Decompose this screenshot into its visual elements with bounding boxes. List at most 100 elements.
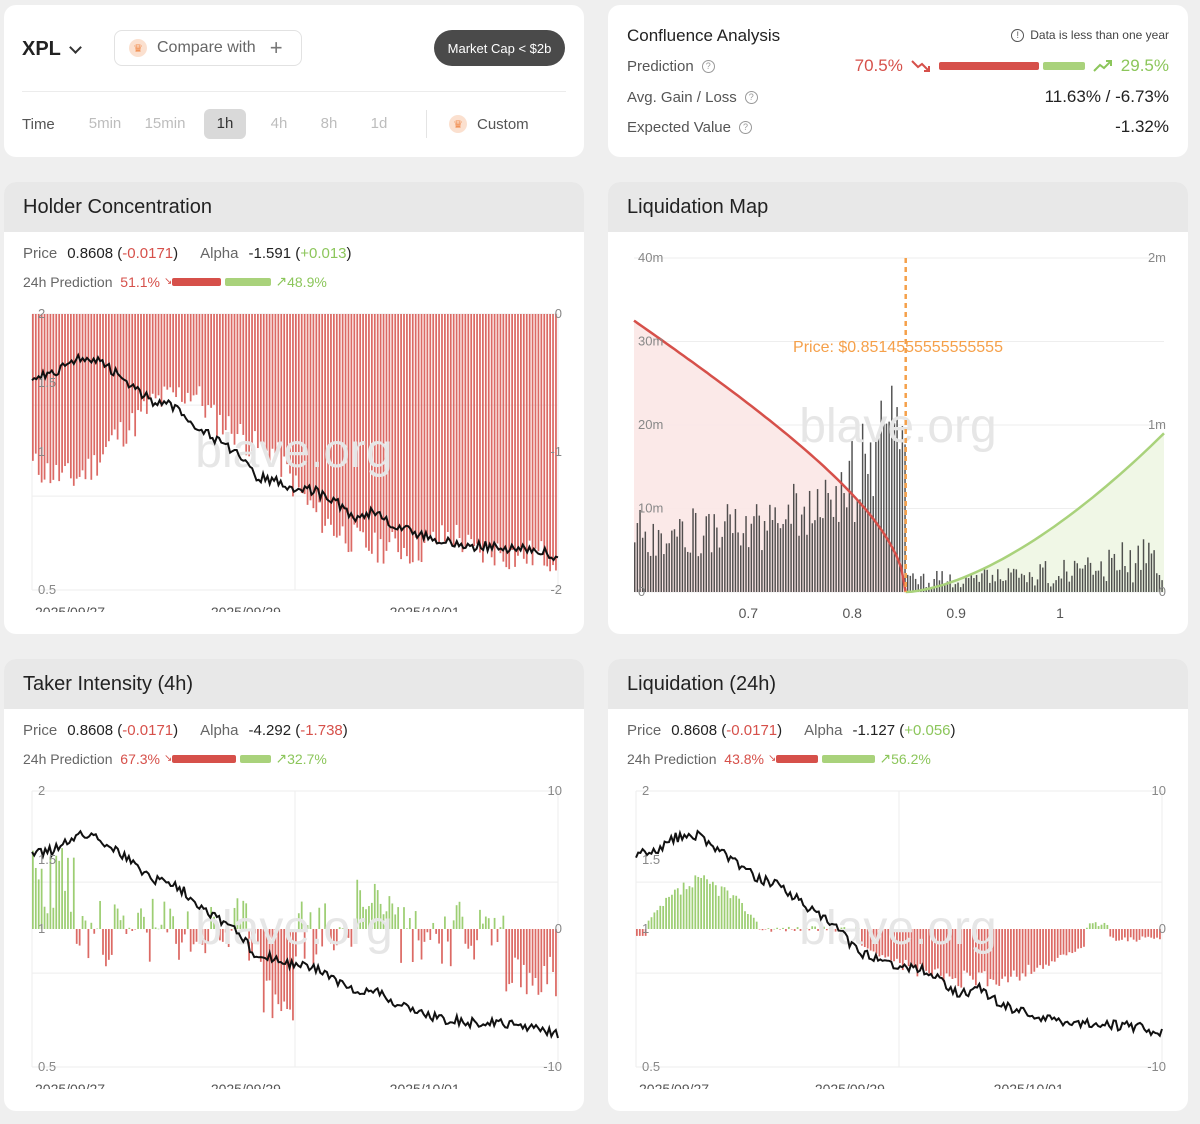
data-bar (1080, 929, 1082, 949)
data-bar (376, 314, 379, 563)
data-bar (251, 314, 253, 452)
data-bar (482, 314, 484, 563)
confluence-title: Confluence Analysis (627, 26, 781, 45)
y-axis-right-tick: 0 (555, 921, 562, 936)
data-bar (653, 912, 656, 929)
help-icon[interactable]: ? (744, 90, 758, 104)
data-bar (995, 929, 998, 985)
data-bar (403, 907, 405, 929)
data-bar (321, 314, 324, 533)
holder-concentration-chart: blave.org 2 1.5 1 0.5 0 -1 -2 2025/09/27 2025/09/… (31, 306, 562, 612)
divider (22, 91, 566, 92)
prediction-label: Prediction (627, 57, 694, 75)
data-bar (280, 929, 283, 1012)
liquidation-bar (761, 550, 763, 592)
data-bar (204, 314, 207, 418)
taker-intensity-title: Taker Intensity (4h) (4, 659, 584, 709)
liquidation-bar (1005, 580, 1007, 592)
data-bar (1132, 929, 1135, 940)
price-label: Price (23, 722, 58, 739)
data-bar (919, 929, 922, 965)
liquidation-bar (1129, 550, 1132, 592)
data-bar (163, 901, 166, 929)
data-bar (330, 929, 332, 944)
data-bar (347, 314, 350, 553)
data-bar (881, 929, 884, 956)
timeframe-4h[interactable]: 4h (270, 115, 288, 132)
liquidation-bar (1097, 570, 1100, 592)
liquidation-bar (687, 551, 689, 592)
timeframe-8h[interactable]: 8h (320, 115, 338, 132)
data-bar (189, 314, 192, 402)
liquidation-bar (1031, 576, 1033, 592)
liquidation-bar (1121, 542, 1124, 592)
data-bar (113, 904, 116, 929)
alpha-label: Alpha (804, 722, 843, 739)
data-bar (441, 929, 443, 964)
taker-intensity-chart: blave.org 2 1.5 1 0.5 10 0 -10 2025/09/27 2025/09… (31, 783, 562, 1089)
data-bar (1027, 929, 1030, 965)
help-icon[interactable]: ? (738, 120, 752, 134)
avg-gain-loss-label: Avg. Gain / Loss (627, 88, 737, 106)
data-bar (318, 907, 321, 929)
alpha-change: -1.738 (300, 722, 343, 739)
data-bar (647, 920, 650, 929)
data-bar (1141, 929, 1144, 937)
timeframe-1d[interactable]: 1d (370, 115, 388, 132)
data-bar (787, 926, 790, 929)
data-bar (245, 903, 248, 929)
data-bar (239, 314, 242, 424)
symbol-selector[interactable]: XPL (22, 38, 82, 61)
market-cap-filter-button[interactable]: Market Cap < $2b (434, 30, 565, 66)
liquidation-bar (816, 489, 819, 592)
timeframe-1h[interactable]: 1h (204, 109, 246, 139)
data-bar (499, 314, 502, 554)
liquidation-bar (721, 536, 723, 592)
data-bar (814, 926, 817, 929)
help-icon[interactable]: ? (701, 59, 715, 73)
data-bar (49, 856, 52, 929)
liquidation-bar (830, 499, 832, 592)
liquidation-bar (867, 473, 869, 592)
trend-up-icon (1093, 60, 1112, 72)
compare-with-button[interactable]: ♛ Compare with + (114, 30, 302, 66)
y-axis-left-tick: 1.5 (642, 852, 660, 867)
custom-timeframe-button[interactable]: ♛ Custom (449, 115, 529, 133)
data-bar (78, 929, 81, 946)
data-bar (172, 916, 175, 929)
data-bar (476, 929, 478, 941)
x-axis-tick: 2025/09/29 (815, 1081, 885, 1089)
liquidation-bar (1132, 582, 1134, 592)
timeframe-5min[interactable]: 5min (88, 115, 122, 132)
liquidation-bar (689, 552, 692, 592)
liquidation-bar (753, 516, 755, 592)
watermark: blave.org (195, 902, 392, 955)
data-bar (852, 929, 854, 932)
liquidation-bar (967, 578, 970, 592)
data-bar (546, 314, 549, 567)
data-bar (520, 929, 522, 988)
data-bar (429, 314, 432, 537)
data-bar (265, 929, 268, 981)
data-bar (1062, 929, 1065, 955)
data-bar (347, 929, 350, 938)
data-bar (490, 929, 493, 946)
data-bar (128, 927, 131, 929)
data-bar (1150, 929, 1153, 938)
data-bar (116, 314, 119, 440)
prediction-up-bar (224, 277, 272, 286)
data-bar (239, 923, 242, 929)
prediction-label: 24h Prediction (627, 750, 717, 767)
data-bar (1030, 929, 1033, 974)
data-bar (650, 917, 653, 929)
y-axis-right-tick: -10 (543, 1059, 562, 1074)
data-bar (312, 314, 315, 509)
data-bar (723, 887, 726, 929)
data-bar (417, 314, 420, 561)
data-bar (980, 929, 983, 973)
data-bar (78, 314, 81, 477)
data-bar (508, 929, 511, 985)
data-bar (549, 929, 551, 957)
liquidation-bar (904, 444, 906, 592)
timeframe-15min[interactable]: 15min (144, 115, 186, 132)
